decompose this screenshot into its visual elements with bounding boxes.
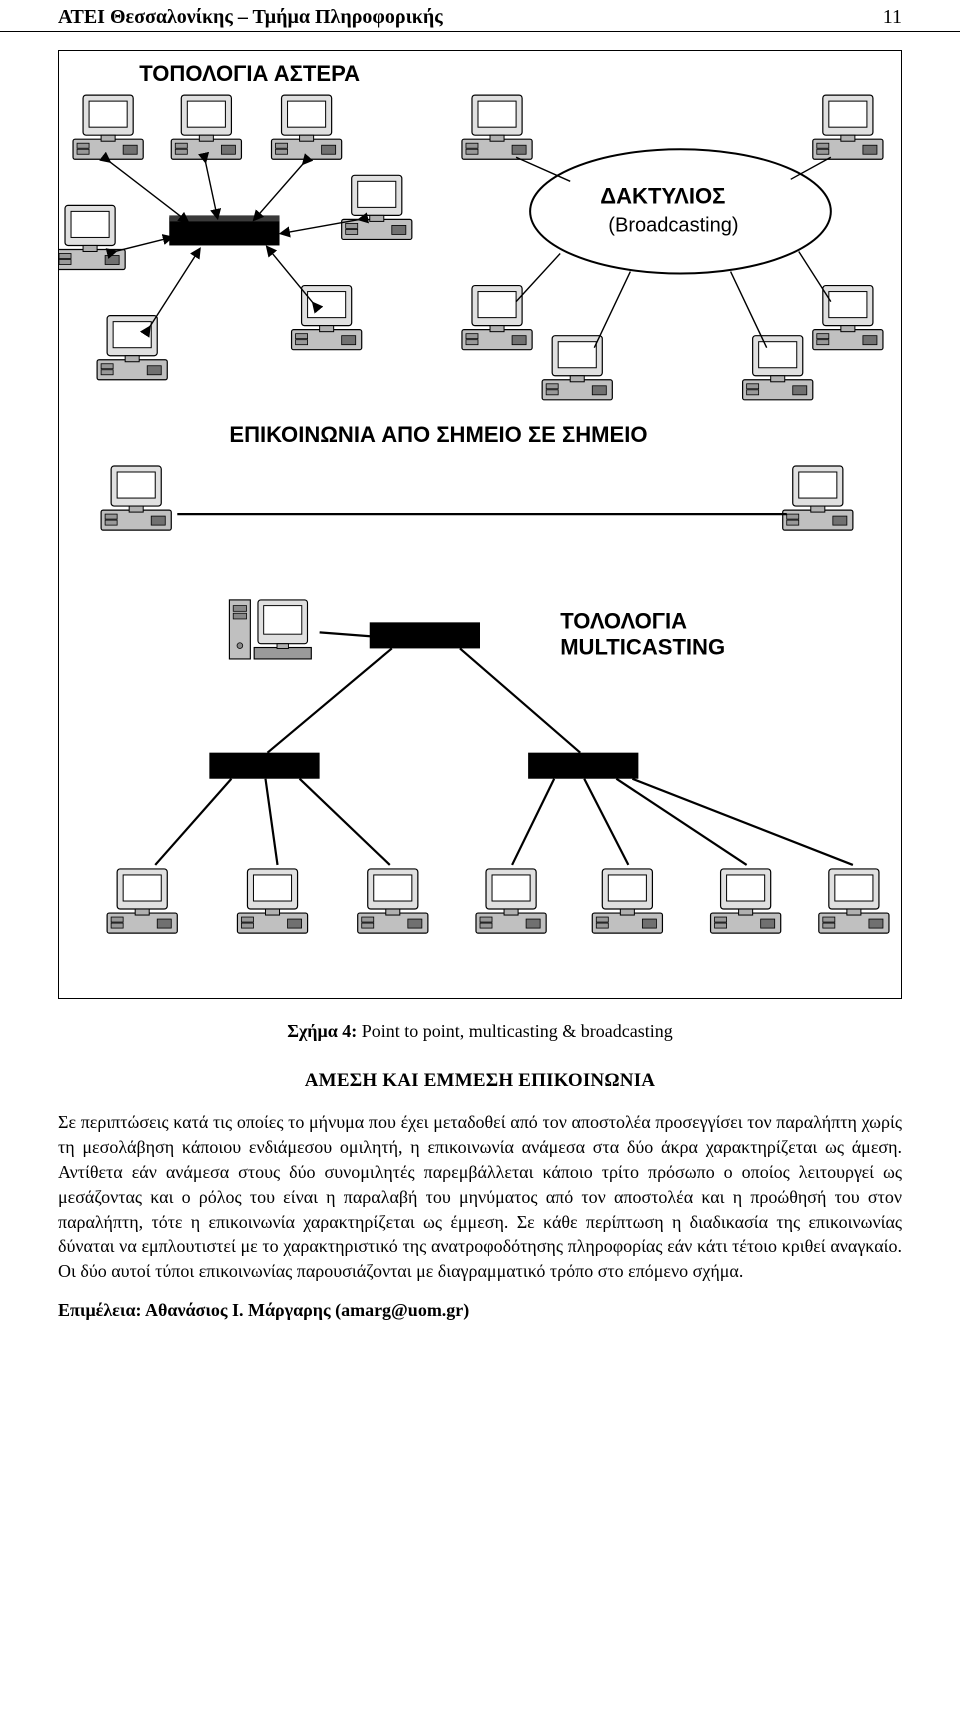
header-left: ΑΤΕΙ Θεσσαλονίκης – Τμήμα Πληροφορικής (58, 6, 443, 29)
label-ptp: ΕΠΙΚΟΙΝΩΝΙΑ ΑΠΟ ΣΗΜΕΙΟ ΣΕ ΣΗΜΕΙΟ (229, 422, 647, 447)
label-mc-1: ΤΟΛΟΛΟΓΙΑ (560, 608, 687, 633)
figure-caption-rest: Point to point, multicasting & broadcast… (357, 1021, 672, 1041)
page-header: ΑΤΕΙ Θεσσαλονίκης – Τμήμα Πληροφορικής 1… (0, 0, 960, 32)
network-diagram: ΤΟΠΟΛΟΓΙΑ ΑΣΤΕΡΑ (59, 51, 901, 993)
label-mc-2: MULTICASTING (560, 634, 725, 659)
section-title: ΑΜΕΣΗ ΚΑΙ ΕΜΜΕΣΗ ΕΠΙΚΟΙΝΩΝΙΑ (58, 1070, 902, 1092)
page-number: 11 (883, 6, 902, 29)
figure-box: ΤΟΠΟΛΟΓΙΑ ΑΣΤΕΡΑ (58, 50, 902, 999)
body-paragraph: Σε περιπτώσεις κατά τις οποίες το μήνυμα… (58, 1110, 902, 1284)
figure-caption: Σχήμα 4: Point to point, multicasting & … (58, 1021, 902, 1042)
page-footer: Επιμέλεια: Αθανάσιος Ι. Μάργαρης (amarg@… (58, 1300, 902, 1321)
label-ring-1: ΔΑΚΤΥΛΙΟΣ (600, 183, 725, 208)
figure-caption-bold: Σχήμα 4: (287, 1021, 357, 1041)
label-ring-2: (Broadcasting) (608, 214, 738, 236)
label-star: ΤΟΠΟΛΟΓΙΑ ΑΣΤΕΡΑ (139, 61, 360, 86)
